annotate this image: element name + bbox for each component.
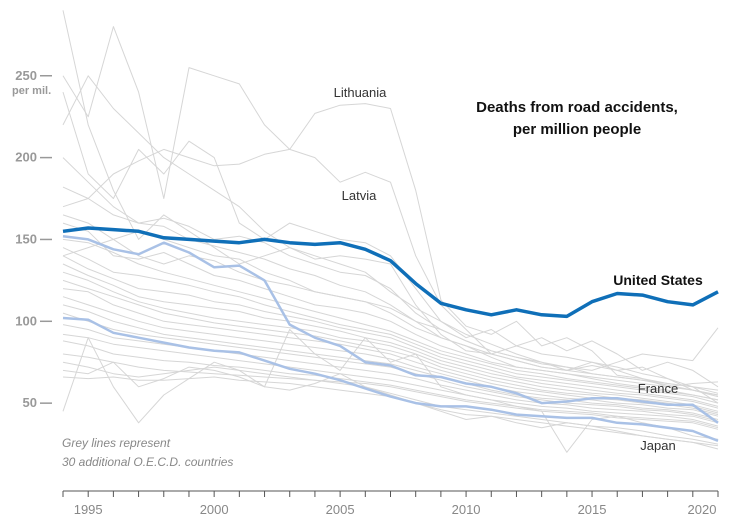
y-axis: 250 per mil. 200 150 100 50 — [12, 68, 52, 410]
series-line-country-v — [62, 329, 719, 453]
series-line-country-i — [62, 247, 719, 404]
y-tick-label-150: 150 — [15, 231, 37, 246]
y-tick-label-250: 250 — [15, 68, 37, 83]
series-line-country-a — [62, 10, 719, 404]
chart-title-line-2: per million people — [513, 121, 641, 138]
series-line-country-g — [62, 222, 719, 398]
series-line-country-s — [62, 333, 719, 427]
series-line-japan — [62, 316, 719, 442]
background-series-group — [62, 10, 719, 453]
series-line-united-states — [62, 226, 719, 319]
x-axis: 1995 2000 2005 2010 2015 2020 — [62, 490, 719, 517]
x-tick-label-2010: 2010 — [452, 502, 481, 517]
annotation-lithuania: Lithuania — [334, 85, 388, 100]
series-line-country-q — [62, 312, 719, 422]
note-line-2: 30 additional O.E.C.D. countries — [62, 455, 233, 469]
series-line-country-j — [62, 255, 719, 407]
series-line-lithuania — [62, 103, 719, 388]
chart-title-line-1: Deaths from road accidents, — [476, 99, 678, 116]
series-line-latvia — [62, 26, 719, 388]
highlight-series-group — [62, 226, 719, 442]
series-line-country-z — [62, 230, 719, 371]
y-axis-unit-label: per mil. — [12, 85, 51, 97]
series-line-country-d — [62, 157, 719, 401]
y-tick-label-50: 50 — [23, 395, 37, 410]
note-line-1: Grey lines represent — [62, 436, 171, 450]
series-line-country-w — [62, 361, 719, 447]
y-tick-label-100: 100 — [15, 313, 37, 328]
series-line-country-c — [62, 75, 719, 391]
annotation-united-states: United States — [613, 272, 703, 288]
x-tick-label-1995: 1995 — [74, 502, 103, 517]
x-tick-label-2005: 2005 — [326, 502, 355, 517]
series-line-country-y — [62, 361, 719, 445]
y-tick-label-200: 200 — [15, 150, 37, 165]
series-line-country-k — [62, 263, 719, 409]
annotation-france: France — [638, 381, 678, 396]
series-line-country-p — [62, 304, 719, 420]
series-line-france — [62, 234, 719, 424]
x-tick-label-2020: 2020 — [688, 502, 717, 517]
annotation-japan: Japan — [640, 438, 675, 453]
series-line-country-f — [62, 214, 719, 396]
series-line-country-h — [62, 238, 719, 401]
series-line-country-l — [62, 271, 719, 412]
series-line-country-t — [62, 340, 719, 429]
x-tick-label-2000: 2000 — [200, 502, 229, 517]
annotation-latvia: Latvia — [342, 188, 377, 203]
x-tick-label-2015: 2015 — [578, 502, 607, 517]
series-line-country-o — [62, 296, 719, 417]
